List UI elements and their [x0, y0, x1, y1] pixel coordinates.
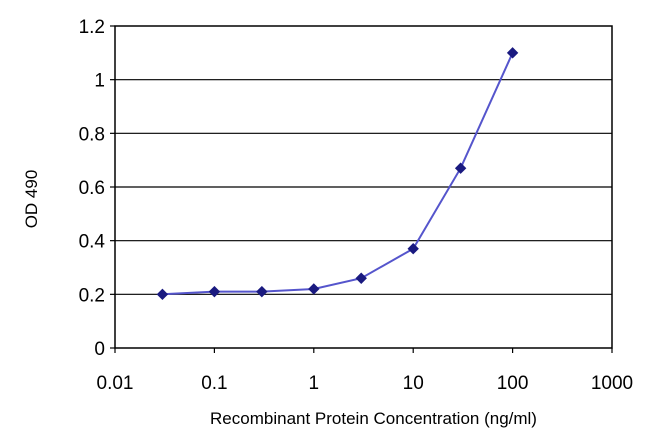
y-axis-ticks: 0 0.2 0.4 0.6 0.8 1 1.2 — [79, 17, 115, 360]
x-tick-label: 1 — [309, 373, 320, 394]
x-tick-label: 100 — [497, 373, 529, 394]
y-tick-label: 0.4 — [79, 232, 106, 253]
x-tick-label: 0.1 — [201, 373, 227, 394]
data-point-marker — [454, 162, 467, 174]
x-axis-ticks: 0.01 0.1 1 10 100 1000 — [97, 348, 633, 394]
data-point-marker — [308, 283, 320, 295]
y-axis-title: OD 490 — [22, 170, 41, 229]
y-tick-label: 1.2 — [79, 17, 105, 38]
y-tick-label: 0 — [94, 339, 105, 360]
y-tick-label: 0.8 — [79, 124, 105, 145]
series-line — [162, 52, 514, 296]
data-point-marker — [355, 272, 367, 284]
data-point-marker — [407, 243, 419, 255]
data-point-marker — [156, 288, 169, 301]
data-point-marker — [506, 47, 519, 59]
x-axis-title: Recombinant Protein Concentration (ng/ml… — [210, 409, 537, 428]
data-series — [156, 47, 519, 301]
y-tick-label: 0.6 — [79, 178, 105, 199]
gridlines — [115, 79, 612, 295]
x-tick-label: 10 — [403, 373, 424, 394]
y-tick-label: 0.2 — [79, 285, 105, 306]
y-tick-label: 1 — [94, 71, 105, 92]
data-point-marker — [256, 285, 268, 298]
data-point-marker — [208, 285, 221, 298]
x-tick-label: 1000 — [591, 373, 633, 394]
x-tick-label: 0.01 — [97, 373, 134, 394]
